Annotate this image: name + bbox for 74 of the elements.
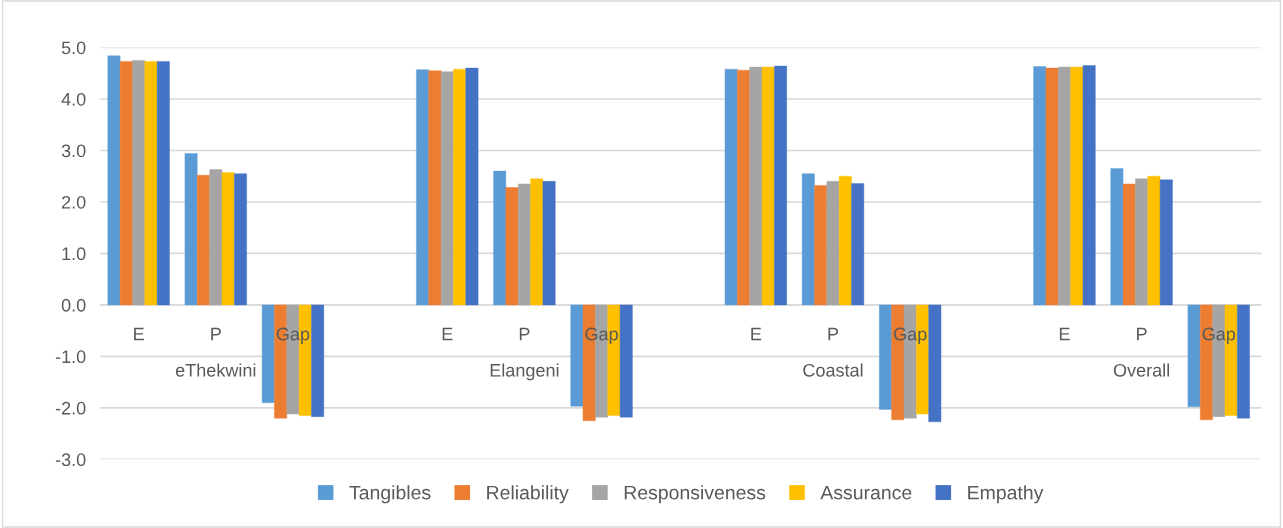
bar bbox=[505, 187, 519, 306]
x-tick-label: P bbox=[828, 327, 839, 341]
bar bbox=[774, 65, 787, 306]
bar bbox=[440, 71, 454, 306]
annotation: Elangeni bbox=[490, 363, 559, 381]
legend-label: Assurance bbox=[820, 485, 912, 500]
y-tick-label: 4.0 bbox=[61, 92, 86, 106]
bar bbox=[1147, 176, 1161, 306]
y-tick-label: -1.0 bbox=[55, 350, 86, 364]
bar bbox=[119, 61, 133, 306]
bar bbox=[428, 70, 442, 306]
bar bbox=[1237, 304, 1250, 419]
bar bbox=[1135, 178, 1148, 306]
bar bbox=[209, 169, 223, 306]
bar bbox=[1159, 179, 1173, 306]
legend-label: Empathy bbox=[968, 485, 1044, 504]
bar bbox=[1045, 67, 1059, 306]
y-tick-label: 2.0 bbox=[62, 195, 86, 209]
legend-label: Reliability bbox=[487, 485, 569, 504]
bar bbox=[737, 69, 750, 306]
bar bbox=[465, 67, 479, 306]
bar bbox=[1058, 66, 1071, 306]
bar bbox=[826, 181, 840, 306]
x-tick-label: E bbox=[134, 327, 144, 341]
annotation: Overall bbox=[1113, 363, 1169, 377]
y-tick-label: -2.0 bbox=[55, 401, 86, 415]
bar bbox=[928, 304, 942, 422]
bar bbox=[234, 173, 247, 306]
x-tick-label: P bbox=[519, 327, 530, 341]
bar bbox=[542, 181, 556, 306]
y-tick-label: 0.0 bbox=[61, 298, 86, 312]
bar bbox=[530, 178, 544, 306]
annotation: Coastal bbox=[803, 363, 863, 377]
bar bbox=[879, 304, 892, 410]
bar bbox=[416, 69, 429, 306]
y-tick-label: 3.0 bbox=[61, 144, 86, 158]
bar bbox=[107, 55, 121, 306]
bar bbox=[851, 183, 865, 306]
bar bbox=[311, 304, 325, 417]
bar bbox=[1187, 304, 1201, 408]
bar bbox=[453, 68, 466, 306]
y-tick-label: -3.0 bbox=[55, 453, 86, 467]
bar bbox=[1122, 183, 1136, 306]
bar bbox=[801, 173, 815, 306]
bar bbox=[261, 304, 275, 403]
y-tick-label: 1.0 bbox=[62, 247, 86, 261]
x-tick-label: E bbox=[1059, 327, 1070, 341]
bar bbox=[1110, 168, 1124, 306]
bar bbox=[749, 66, 763, 306]
bar bbox=[1082, 65, 1096, 306]
bar bbox=[518, 183, 531, 306]
bar bbox=[144, 61, 158, 306]
bar bbox=[1070, 66, 1084, 306]
bar bbox=[1033, 66, 1047, 306]
bar bbox=[814, 185, 828, 306]
bar bbox=[570, 304, 584, 407]
bar bbox=[221, 172, 235, 306]
x-tick-label: P bbox=[1137, 327, 1147, 341]
y-tick-label: 5.0 bbox=[61, 41, 86, 55]
bar bbox=[493, 170, 507, 306]
bar bbox=[197, 174, 210, 306]
x-tick-label: P bbox=[211, 327, 221, 341]
bar bbox=[619, 304, 633, 418]
bar bbox=[724, 68, 738, 306]
legend-label: Tangibles bbox=[349, 485, 431, 504]
legend-label: Responsiveness bbox=[624, 485, 766, 504]
bar bbox=[156, 61, 170, 306]
bar bbox=[761, 66, 775, 306]
x-tick-label: E bbox=[751, 327, 762, 341]
annotation: eThekwini bbox=[175, 363, 256, 377]
bar bbox=[838, 176, 852, 306]
x-tick-label: E bbox=[442, 327, 453, 341]
bar bbox=[132, 60, 146, 306]
bar bbox=[184, 153, 198, 306]
